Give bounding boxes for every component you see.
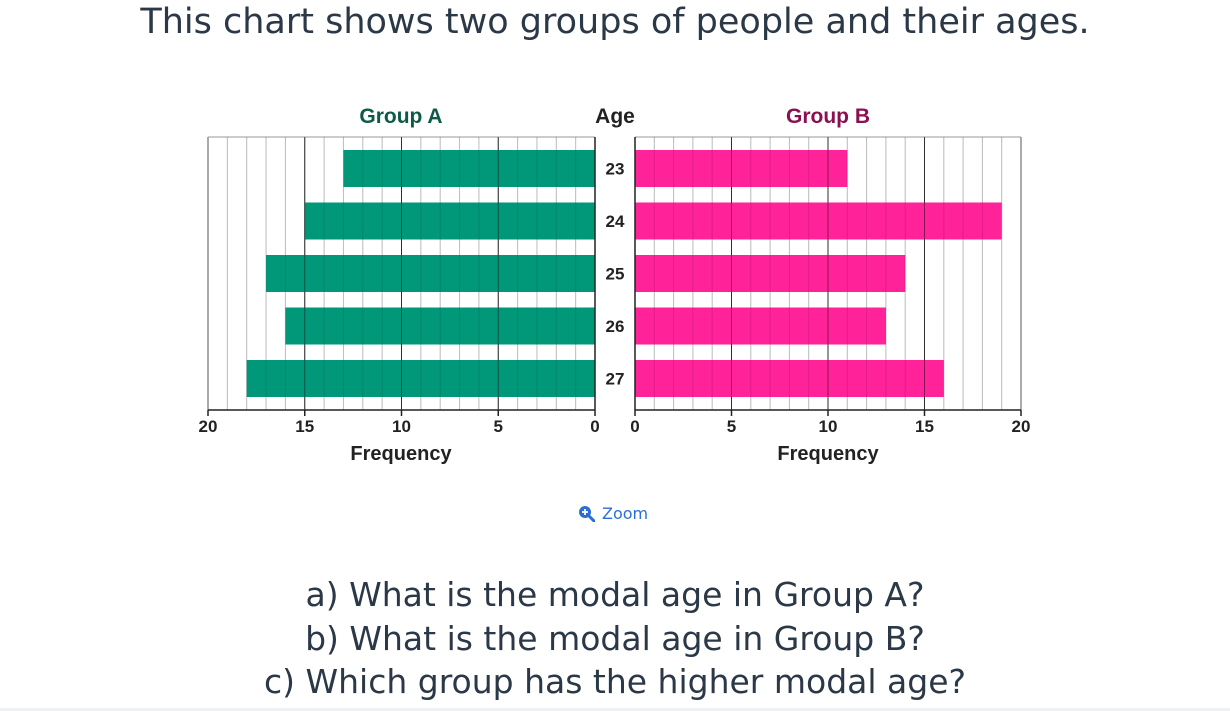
x-axis-label-left: Frequency [350,443,452,465]
bar-group-a-23 [343,150,595,187]
age-label: 27 [606,370,625,389]
questions: a) What is the modal age in Group A? b) … [0,573,1230,704]
zoom-label: Zoom [602,504,649,523]
tick-label-left: 0 [590,417,599,436]
tick-label-right: 10 [819,417,838,436]
question-b: b) What is the modal age in Group B? [305,618,925,658]
tick-labels: 0 0 5 5 10 10 15 15 20 20 [199,417,1031,436]
bars-group-a [226,137,595,410]
tick-label-right: 20 [1012,417,1031,436]
tick-label-left: 10 [392,417,411,436]
age-labels: 23 24 25 26 27 [606,160,625,389]
axes [207,137,1022,416]
bar-group-b-25 [635,255,906,292]
bar-group-a-26 [285,307,595,345]
bar-group-b-24 [635,202,1002,240]
bar-group-a-25 [266,255,595,292]
tick-label-left: 20 [199,417,218,436]
group-b-title: Group B [786,105,870,128]
bar-group-b-26 [635,307,886,345]
question-c: c) Which group has the higher modal age? [263,662,967,701]
bottom-divider [0,708,1230,711]
x-axis-label-right: Frequency [777,443,879,465]
tick-label-left: 5 [494,417,503,436]
tick-label-left: 15 [295,417,314,436]
age-axis-title: Age [595,105,635,128]
bar-group-a-27 [246,360,595,397]
tick-label-right: 0 [630,417,639,436]
zoom-in-icon [579,506,595,522]
population-pyramid-chart: 0 0 5 5 10 10 15 15 20 20 23 24 25 26 27 Group A Grou… [199,105,1031,465]
tick-label-right: 5 [727,417,736,436]
intro-text: This chart shows two groups of people an… [140,2,1090,42]
bar-group-b-23 [635,150,848,187]
group-a-title: Group A [359,105,442,128]
bar-group-a-24 [304,202,595,240]
age-label: 25 [606,265,625,284]
bars-group-b [635,137,1003,410]
question-a: a) What is the modal age in Group A? [305,575,925,614]
bar-group-b-27 [635,360,944,397]
age-label: 23 [606,160,625,179]
age-label: 26 [606,317,625,336]
tick-label-right: 15 [915,417,934,436]
zoom-button[interactable]: Zoom [578,504,648,523]
age-label: 24 [606,212,625,231]
